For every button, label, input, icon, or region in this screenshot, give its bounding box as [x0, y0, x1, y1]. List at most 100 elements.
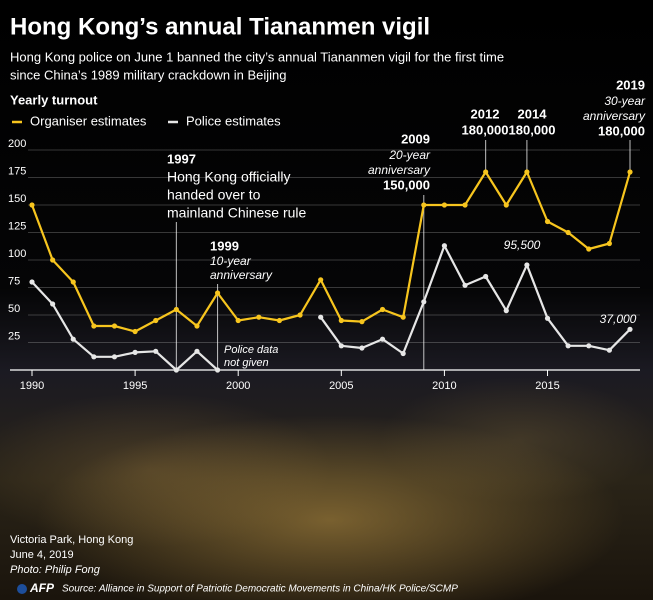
- data-point: [421, 202, 427, 208]
- y-tick-label: 50: [8, 303, 20, 315]
- data-point: [153, 348, 159, 354]
- annotation-note: 10-year: [210, 254, 252, 268]
- value-label: 180,000: [509, 122, 556, 137]
- data-point: [318, 314, 324, 320]
- value-label: 150,000: [383, 177, 430, 192]
- data-point: [606, 347, 612, 353]
- annotation-year: 1997: [167, 151, 196, 166]
- data-point: [194, 348, 200, 354]
- data-point: [627, 169, 633, 175]
- annotation-note: 20-year: [388, 148, 431, 162]
- data-point: [524, 169, 530, 175]
- y-axis-label: Yearly turnout: [10, 92, 98, 107]
- legend-label: Police estimates: [186, 113, 281, 128]
- data-point: [297, 312, 303, 318]
- data-point: [50, 301, 56, 307]
- data-point: [132, 328, 138, 335]
- data-point: [586, 246, 592, 252]
- data-point: [256, 314, 262, 320]
- data-point: [359, 345, 365, 351]
- x-tick-label: 2010: [432, 380, 456, 392]
- annotation-year: 2014: [518, 106, 548, 121]
- data-point: [338, 317, 344, 324]
- data-point: [111, 354, 118, 360]
- x-tick-label: 2000: [226, 380, 250, 392]
- data-point: [627, 326, 633, 332]
- data-point: [565, 229, 571, 236]
- annotation-year: 2012: [471, 106, 500, 121]
- data-point: [70, 279, 76, 285]
- annotation-note: 30-year: [604, 94, 646, 108]
- data-point: [379, 306, 386, 313]
- data-point: [70, 336, 76, 342]
- data-point: [29, 202, 35, 208]
- y-tick-label: 200: [8, 138, 26, 150]
- data-point: [379, 336, 386, 342]
- photo-credit: Photo: Philip Fong: [10, 564, 101, 576]
- data-point: [400, 314, 406, 320]
- data-point: [421, 299, 427, 305]
- data-point: [29, 279, 35, 285]
- logo-mark: [17, 584, 27, 594]
- data-point: [606, 240, 612, 247]
- data-point: [91, 323, 97, 329]
- data-point: [276, 317, 283, 324]
- data-point: [441, 243, 448, 249]
- data-point: [214, 290, 221, 296]
- data-point: [503, 308, 509, 314]
- data-point: [50, 257, 56, 263]
- police-note: not given: [224, 357, 269, 369]
- data-point: [111, 323, 118, 329]
- data-point: [586, 343, 592, 349]
- police-note: Police data: [224, 344, 278, 356]
- annotation-note: handed over to: [167, 187, 261, 203]
- data-point: [441, 202, 448, 208]
- data-point: [338, 343, 344, 349]
- data-point: [214, 367, 221, 373]
- y-tick-label: 175: [8, 165, 26, 177]
- y-tick-label: 100: [8, 248, 26, 260]
- x-tick-label: 1995: [123, 380, 147, 392]
- annotation-year: 1999: [210, 238, 239, 253]
- legend-label: Organiser estimates: [30, 113, 147, 128]
- data-point: [194, 323, 200, 329]
- y-tick-label: 25: [8, 330, 20, 342]
- annotation-note: anniversary: [368, 163, 431, 177]
- x-tick-label: 2005: [329, 380, 353, 392]
- data-point: [318, 277, 324, 283]
- data-point: [132, 349, 138, 355]
- data-point: [235, 317, 241, 324]
- chart-title: Hong Kong’s annual Tiananmen vigil: [10, 13, 430, 40]
- data-point: [462, 282, 468, 288]
- data-point: [483, 169, 489, 175]
- annotation-note: anniversary: [210, 268, 273, 282]
- annotation-year: 2009: [401, 131, 430, 146]
- data-point: [462, 202, 468, 208]
- data-point: [544, 315, 551, 321]
- annotation-note: Hong Kong officially: [167, 169, 290, 185]
- y-tick-label: 150: [8, 193, 26, 205]
- data-point: [544, 218, 551, 225]
- value-label: 180,000: [598, 123, 645, 138]
- data-point: [91, 354, 97, 360]
- x-tick-label: 1990: [20, 380, 44, 392]
- photo-caption: June 4, 2019: [10, 549, 74, 561]
- data-point: [503, 202, 509, 208]
- subtitle: Hong Kong police on June 1 banned the ci…: [10, 49, 504, 64]
- subtitle: since China’s 1989 military crackdown in…: [10, 67, 287, 82]
- data-point: [483, 273, 489, 280]
- data-point: [524, 262, 530, 268]
- data-point: [359, 319, 365, 325]
- y-tick-label: 75: [8, 275, 20, 287]
- data-point: [400, 350, 406, 357]
- photo-caption: Victoria Park, Hong Kong: [10, 534, 133, 546]
- source: Source: Alliance in Support of Patriotic…: [62, 584, 458, 595]
- data-point: [153, 317, 159, 324]
- data-point: [173, 367, 179, 373]
- value-label: 95,500: [504, 238, 541, 252]
- data-point: [565, 343, 571, 349]
- data-point: [173, 306, 179, 313]
- logo: AFP: [29, 581, 55, 595]
